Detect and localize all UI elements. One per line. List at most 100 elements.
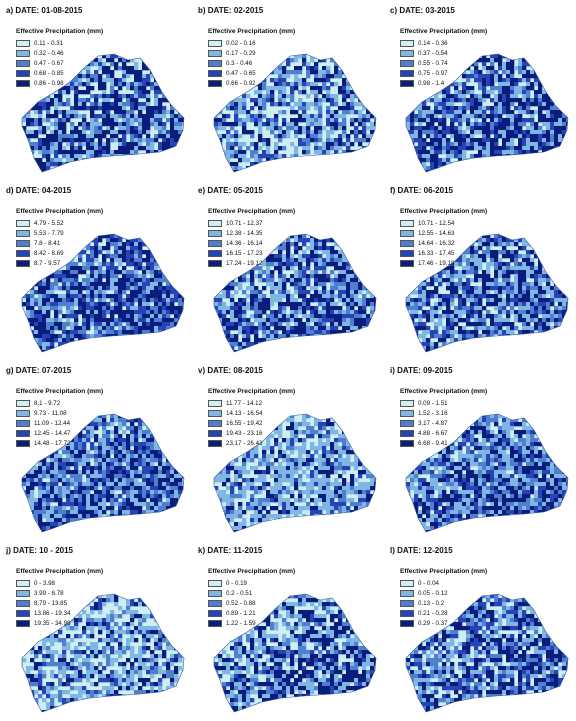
raster-cell [554, 114, 559, 119]
raster-cell [370, 62, 375, 67]
raster-cell [290, 110, 295, 115]
raster-cell [534, 122, 539, 127]
raster-cell [102, 302, 107, 307]
raster-cell [158, 54, 163, 55]
raster-cell [226, 114, 231, 119]
raster-cell [86, 150, 91, 155]
raster-cell [142, 90, 147, 95]
raster-cell [478, 110, 483, 115]
raster-cell [514, 162, 519, 167]
legend: Effective Precipitation (mm) 0.02 - 0.16 0… [208, 28, 295, 88]
raster-cell [102, 102, 107, 107]
raster-cell [534, 94, 539, 99]
raster-cell [66, 330, 71, 335]
raster-cell [146, 158, 151, 163]
raster-cell [46, 138, 51, 143]
raster-cell [118, 110, 123, 115]
raster-cell [70, 150, 75, 155]
raster-cell [30, 278, 35, 283]
raster-cell [478, 162, 483, 167]
raster-cell [510, 150, 515, 155]
raster-cell [358, 150, 363, 155]
raster-cell [234, 118, 239, 123]
raster-cell [226, 98, 231, 103]
raster-cell [502, 54, 507, 55]
raster-cell [234, 134, 239, 139]
raster-cell [166, 326, 171, 331]
raster-cell [570, 58, 574, 62]
raster-cell [22, 330, 27, 335]
raster-cell [138, 126, 143, 131]
raster-cell [174, 174, 178, 178]
raster-cell [66, 150, 71, 155]
raster-cell [258, 130, 263, 135]
raster-cell [154, 234, 159, 239]
raster-cell [98, 262, 103, 267]
raster-cell [174, 134, 179, 139]
raster-cell [166, 86, 171, 91]
raster-cell [46, 106, 51, 111]
raster-cell [250, 154, 255, 159]
raster-cell [298, 170, 303, 172]
raster-cell [30, 282, 35, 287]
raster-cell [410, 170, 415, 172]
raster-cell [130, 278, 135, 283]
raster-cell [54, 94, 59, 99]
raster-cell [170, 302, 175, 307]
raster-cell [522, 154, 527, 159]
raster-cell [102, 130, 107, 135]
raster-cell [362, 166, 367, 171]
raster-cell [130, 274, 135, 279]
raster-cell [418, 154, 423, 159]
raster-cell [110, 294, 115, 299]
raster-cell [526, 98, 531, 103]
raster-cell [174, 238, 179, 243]
raster-cell [118, 174, 122, 178]
raster-cell [102, 146, 107, 151]
raster-cell [474, 70, 479, 75]
raster-cell [274, 122, 279, 127]
raster-cell [166, 82, 171, 87]
raster-cell [266, 262, 271, 267]
raster-cell [550, 90, 555, 95]
raster-cell [430, 134, 435, 139]
raster-cell [122, 290, 127, 295]
raster-cell [54, 138, 59, 143]
raster-cell [130, 330, 135, 335]
raster-cell [442, 146, 447, 151]
raster-cell [54, 298, 59, 303]
raster-cell [30, 314, 35, 319]
raster-cell [158, 174, 162, 178]
raster-cell [138, 266, 143, 271]
raster-cell [182, 246, 184, 251]
raster-cell [366, 70, 371, 75]
raster-cell [498, 54, 503, 59]
raster-cell [334, 254, 339, 259]
raster-cell [90, 158, 95, 163]
raster-cell [334, 74, 339, 79]
raster-cell [310, 174, 314, 178]
raster-cell [134, 138, 139, 143]
raster-cell [482, 54, 487, 59]
raster-cell [214, 282, 215, 287]
raster-cell [338, 270, 343, 275]
raster-cell [322, 158, 327, 163]
raster-cell [222, 290, 227, 295]
raster-cell [70, 154, 75, 159]
raster-cell [474, 110, 479, 115]
raster-cell [94, 78, 99, 83]
raster-cell [146, 154, 151, 159]
raster-cell [366, 94, 371, 99]
raster-cell [62, 110, 67, 115]
raster-cell [78, 254, 83, 259]
raster-cell [486, 66, 491, 71]
raster-cell [306, 258, 311, 263]
raster-cell [270, 78, 275, 83]
raster-cell [74, 354, 78, 358]
raster-cell [414, 130, 419, 135]
raster-cell [82, 102, 87, 107]
raster-cell [566, 146, 568, 151]
raster-cell [214, 290, 219, 295]
raster-cell [366, 278, 371, 283]
raster-cell [110, 130, 115, 135]
